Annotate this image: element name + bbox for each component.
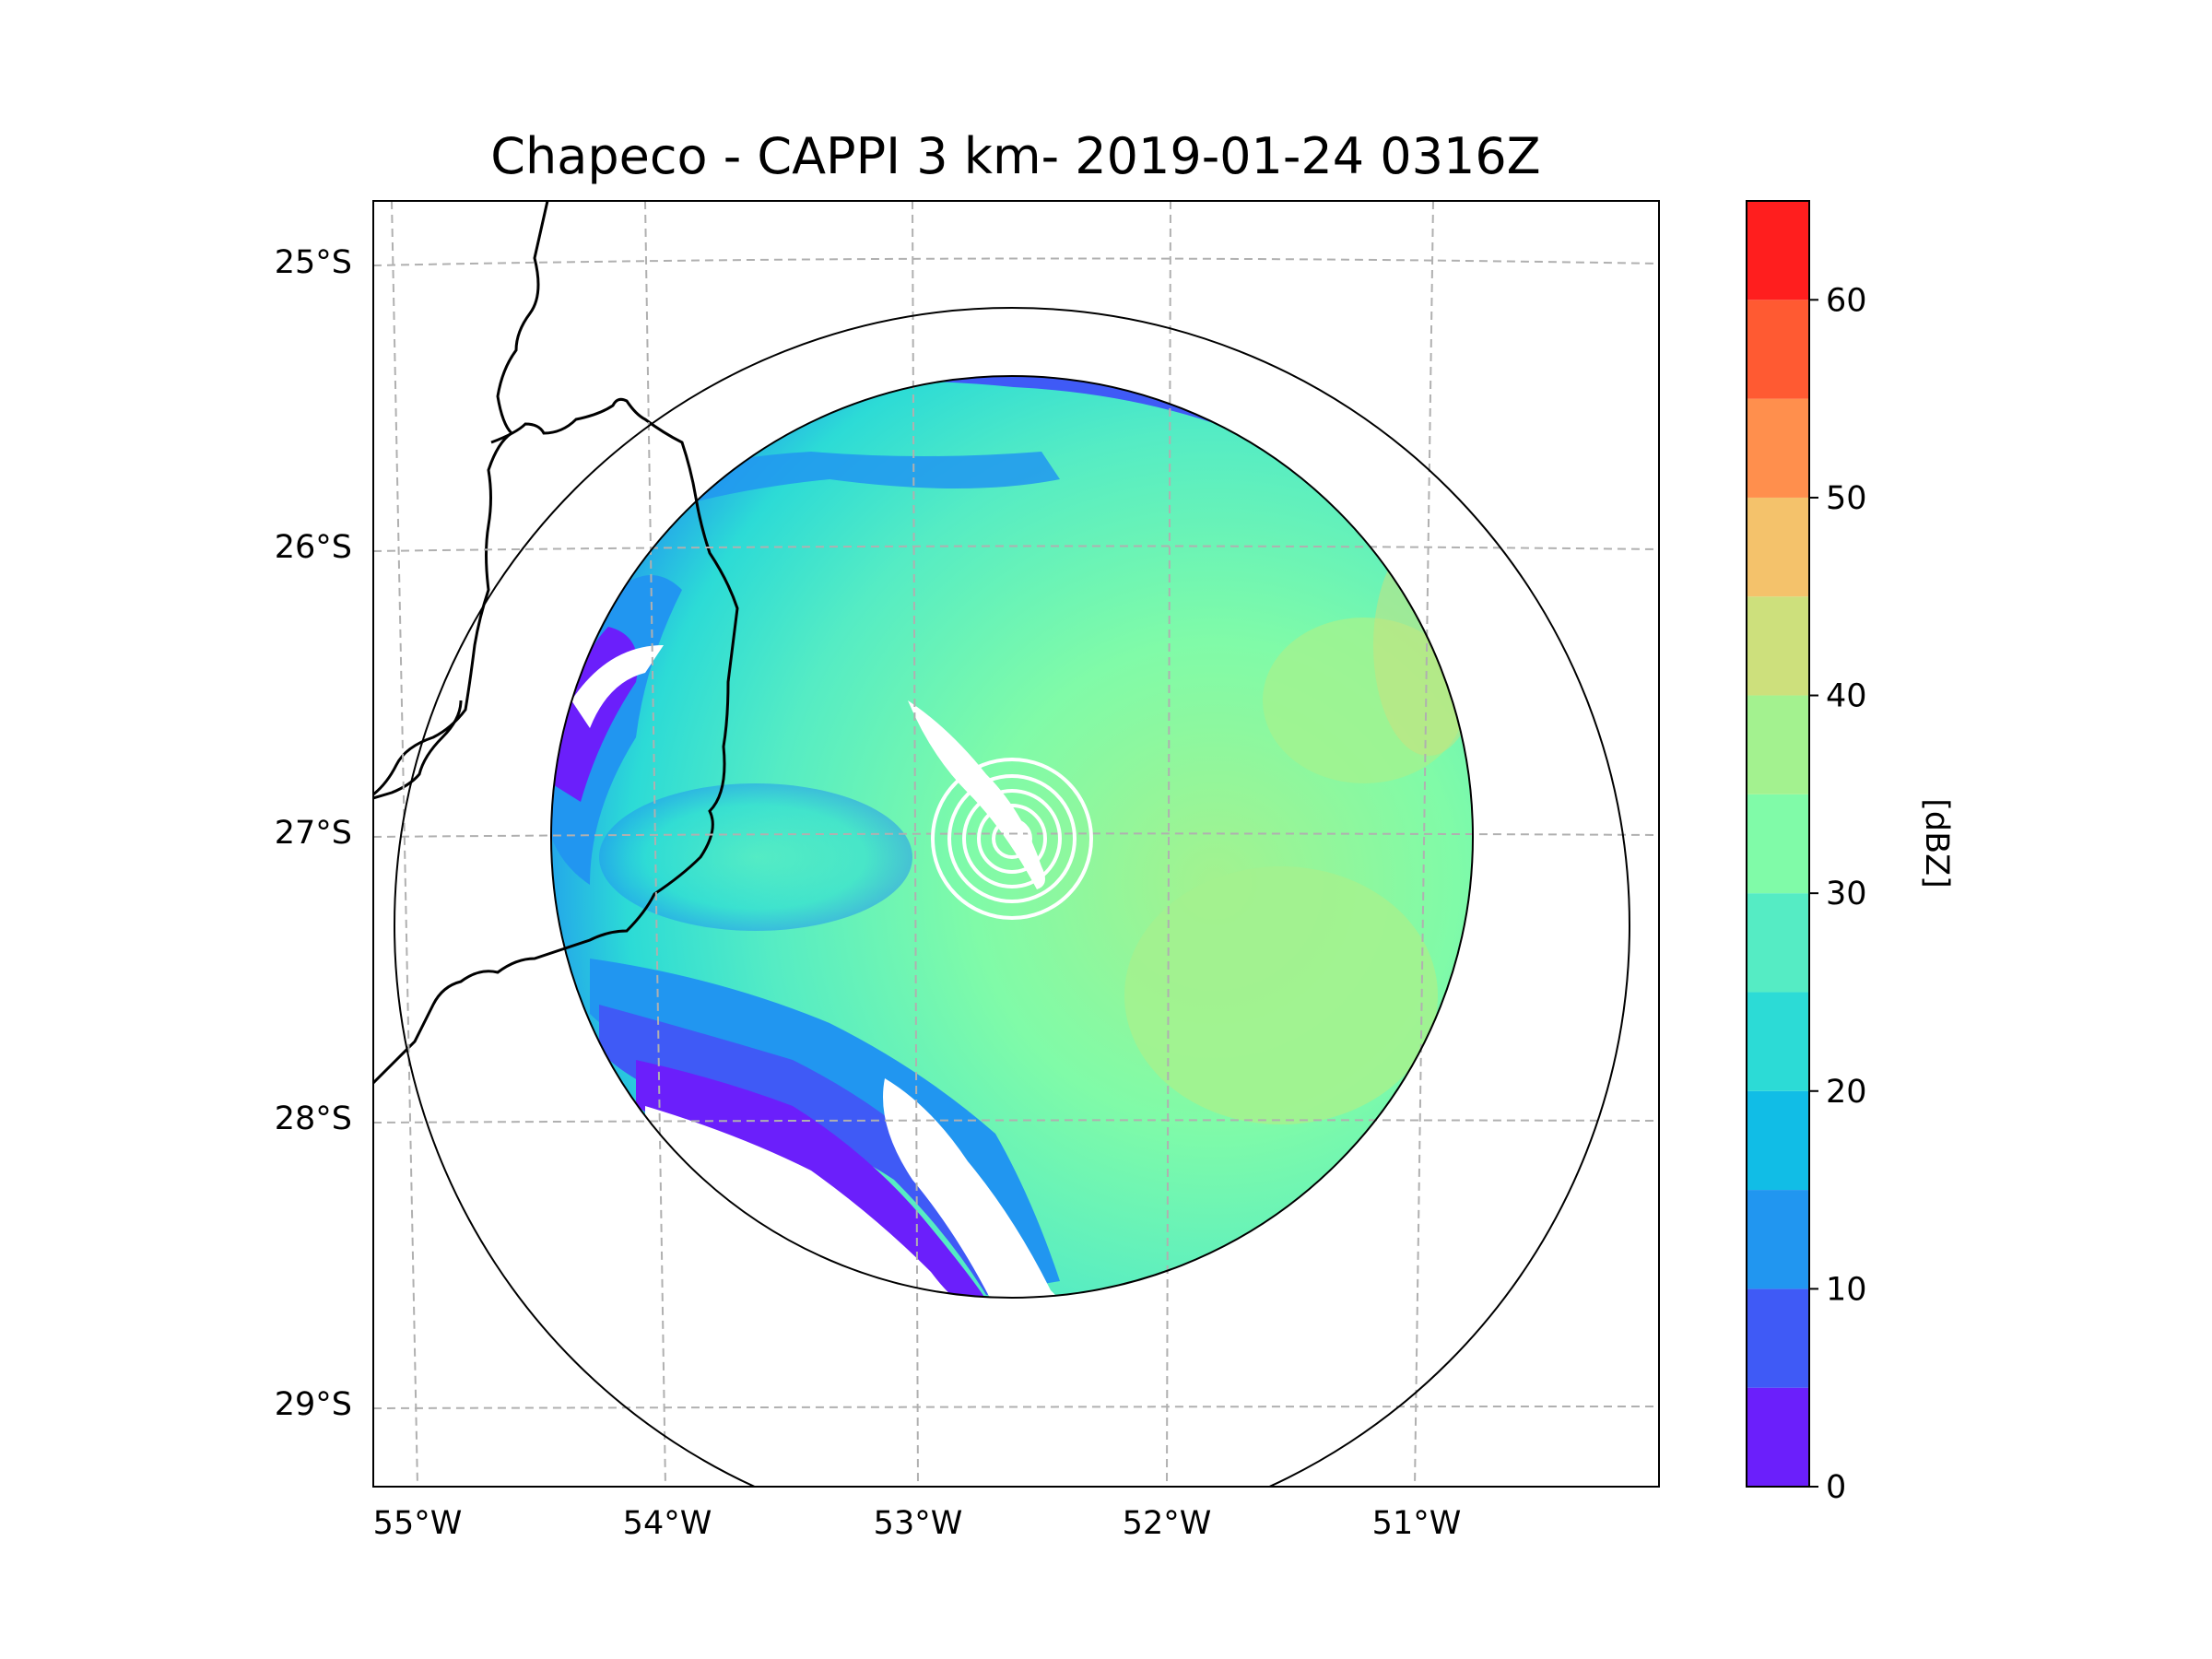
colorbar-bin	[1747, 1190, 1809, 1289]
colorbar-bin	[1747, 695, 1809, 794]
gridline-25s	[373, 257, 1659, 266]
colorbar-bin	[1747, 596, 1809, 696]
lon-label: 52°W	[1123, 1505, 1212, 1542]
colorbar-label: [dBZ]	[1918, 798, 1955, 888]
lon-label: 53°W	[874, 1505, 963, 1542]
gridline-52w	[1166, 201, 1171, 1487]
lon-label: 51°W	[1372, 1505, 1462, 1542]
colorbar-bin	[1747, 893, 1809, 993]
range-ring-outer	[394, 307, 1630, 1487]
gridline-54w	[644, 201, 666, 1487]
near-radar-rings	[931, 758, 1093, 920]
lat-labels: 25°S 26°S 27°S 28°S 29°S	[275, 244, 352, 1423]
gridline-55w	[391, 201, 418, 1487]
colorbar-tick-label: 60	[1826, 282, 1867, 319]
colorbar-ticks: 0 10 20 30 40 50 60	[1809, 282, 1867, 1506]
map-title: Chapeco - CAPPI 3 km- 2019-01-24 0316Z	[490, 127, 1540, 185]
echo-gap-central	[908, 700, 1045, 889]
colorbar-frame	[1746, 200, 1810, 1488]
colorbar-bin	[1747, 992, 1809, 1091]
colorbar-bin	[1747, 794, 1809, 894]
colorbar-tick-label: 0	[1826, 1469, 1846, 1506]
colorbar-bin	[1747, 1288, 1809, 1388]
lat-label: 29°S	[275, 1386, 352, 1423]
gridline-28s	[373, 1119, 1659, 1124]
gridline-27s	[373, 832, 1659, 838]
gridline-53w	[912, 201, 919, 1487]
colorbar-bin	[1747, 300, 1809, 399]
lat-label: 26°S	[275, 529, 352, 566]
lat-label: 25°S	[275, 244, 352, 281]
lon-label: 55°W	[373, 1505, 463, 1542]
lon-labels: 55°W 54°W 53°W 52°W 51°W	[373, 1505, 1462, 1542]
colorbar-bin	[1747, 1387, 1809, 1487]
border-paraguay-brazil	[373, 201, 549, 796]
colorbar-tick-label: 30	[1826, 876, 1867, 912]
colorbar-tick-label: 40	[1826, 678, 1867, 715]
colorbar-tick-label: 10	[1826, 1271, 1867, 1308]
lon-label: 54°W	[623, 1505, 712, 1542]
lat-label: 27°S	[275, 815, 352, 852]
colorbar-bin	[1747, 497, 1809, 597]
border-argentina-brazil	[373, 397, 739, 1085]
gridlines	[373, 201, 1659, 1487]
country-borders	[373, 201, 739, 1085]
colorbar-bin	[1747, 201, 1809, 300]
gridline-26s	[373, 545, 1659, 552]
colorbar-bin	[1747, 398, 1809, 498]
colorbar-bin	[1747, 1090, 1809, 1191]
lat-label: 28°S	[275, 1100, 352, 1137]
colorbar-tick-label: 20	[1826, 1074, 1867, 1111]
map-frame	[372, 200, 1660, 1488]
colorbar-bins	[1747, 201, 1809, 1487]
range-ring-inner	[550, 375, 1474, 1299]
gridline-51w	[1414, 201, 1434, 1487]
echo-core-east	[1124, 866, 1438, 1124]
gridline-29s	[373, 1406, 1659, 1409]
colorbar-tick-label: 50	[1826, 480, 1867, 517]
map-axes[interactable]	[372, 200, 1660, 1543]
border-argentina-paraguay	[373, 700, 463, 800]
colorbar: 0 10 20 30 40 50 60 [dBZ]	[1746, 200, 1955, 1506]
